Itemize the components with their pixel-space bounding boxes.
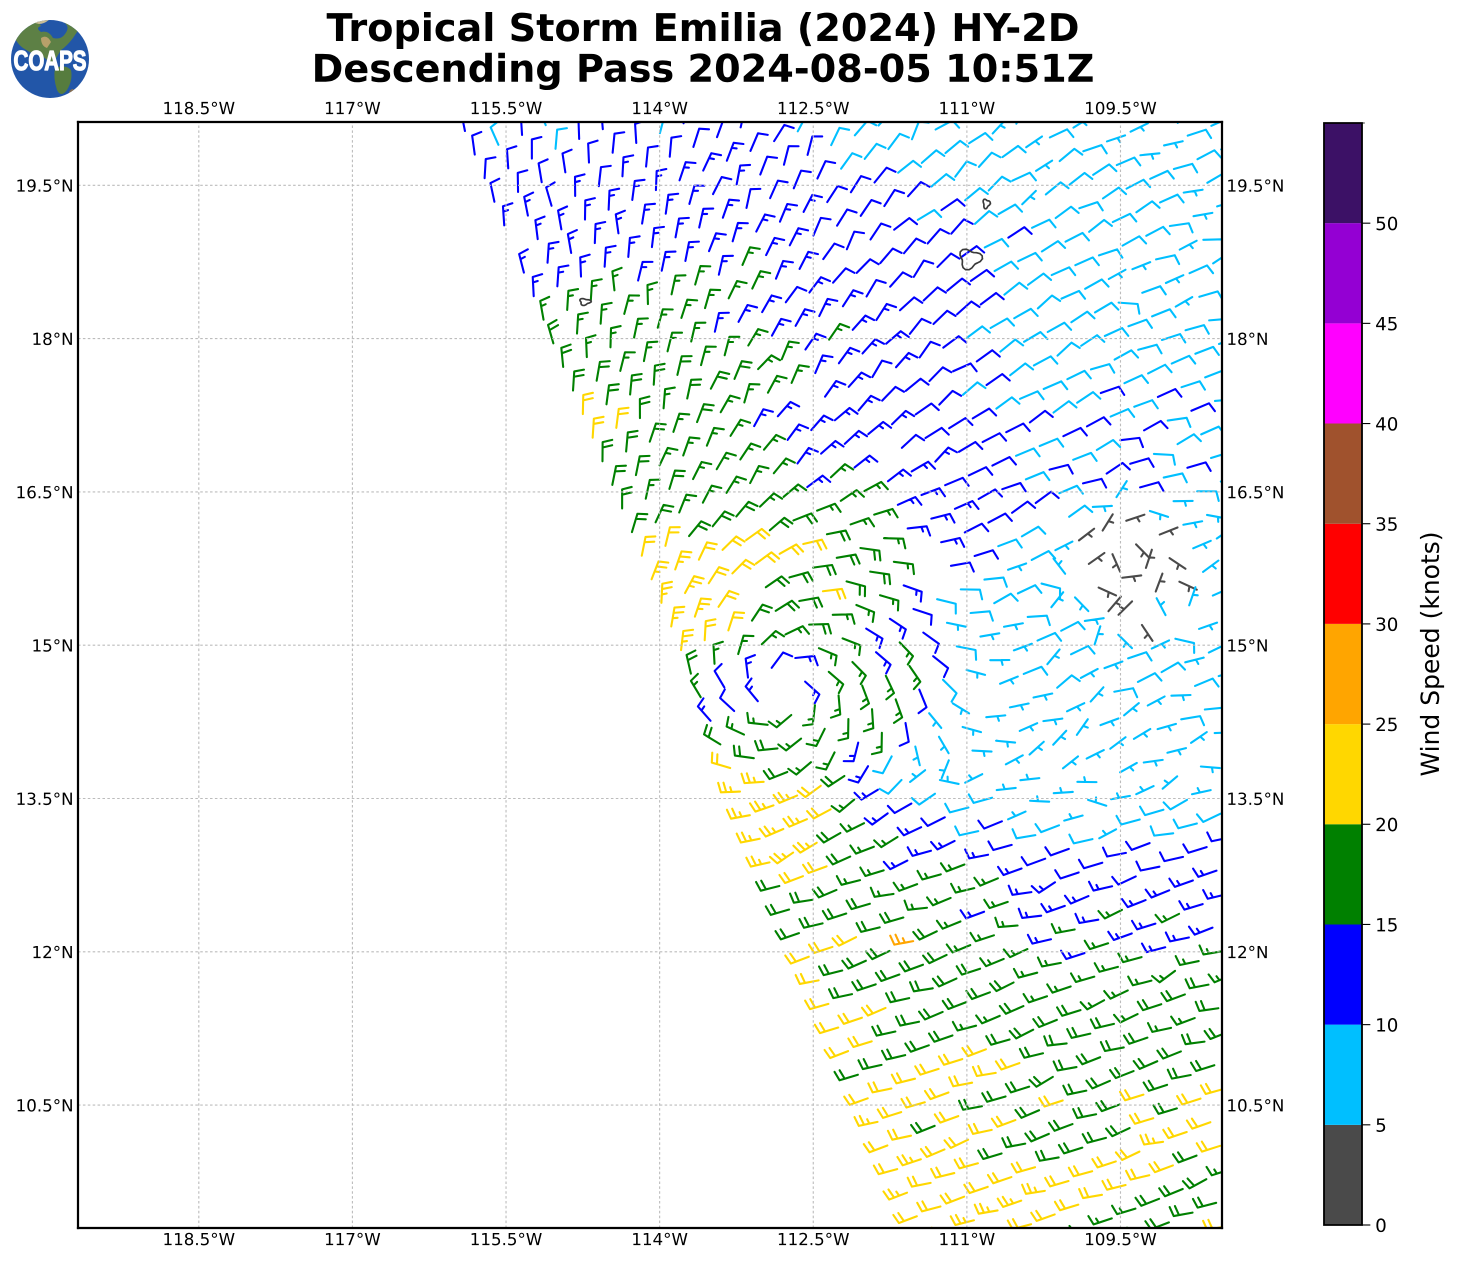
svg-text:COAPS: COAPS [14, 45, 87, 76]
